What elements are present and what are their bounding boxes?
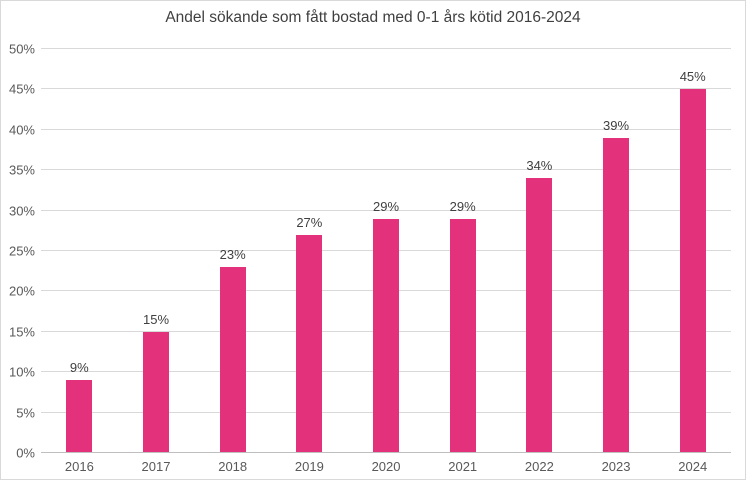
y-tick-label: 20% <box>8 283 35 299</box>
x-tick-label: 2024 <box>678 459 708 474</box>
x-axis-line <box>41 452 731 453</box>
bar-2022 <box>526 178 553 453</box>
x-tick-label: 2017 <box>141 459 171 474</box>
bar-slot: 39% <box>578 49 655 453</box>
x-tick-label: 2016 <box>64 459 94 474</box>
x-tick-label: 2022 <box>524 459 554 474</box>
bar-slot: 15% <box>118 49 195 453</box>
bar-2024 <box>679 89 706 453</box>
x-tick-label: 2019 <box>294 459 324 474</box>
bars: 9% 15% 23% 27% 29% 29% 34% 39% 45% <box>41 49 731 453</box>
y-tick-label: 15% <box>8 324 35 340</box>
gridline <box>41 209 731 211</box>
bar-slot: 45% <box>654 49 731 453</box>
x-tick-label: 2023 <box>601 459 631 474</box>
bar-2019 <box>296 234 323 453</box>
bar-2016 <box>66 380 93 453</box>
y-tick-label: 45% <box>8 81 35 97</box>
x-tick-label: 2021 <box>448 459 478 474</box>
data-label: 9% <box>69 360 89 376</box>
data-label: 39% <box>603 117 630 133</box>
gridline <box>41 169 731 171</box>
bar-slot: 34% <box>501 49 578 453</box>
x-axis-labels: 2016 2017 2018 2019 2020 2021 2022 2023 2024 <box>41 460 731 473</box>
y-tick-label: 5% <box>16 405 35 421</box>
data-label: 15% <box>142 311 170 327</box>
gridline <box>41 128 731 130</box>
y-tick-label: 25% <box>8 243 35 259</box>
bar-slot: 29% <box>348 49 425 453</box>
bar-2023 <box>603 137 630 453</box>
data-label: 23% <box>219 247 246 263</box>
y-tick-label: 30% <box>8 203 35 219</box>
y-tick-label: 0% <box>16 445 35 461</box>
gridline <box>41 48 731 49</box>
gridline <box>41 88 731 90</box>
data-label: 34% <box>526 158 553 174</box>
bar-slot: 23% <box>194 49 271 453</box>
x-tick-label: 2020 <box>371 459 401 474</box>
data-label: 29% <box>449 198 476 214</box>
data-label: 27% <box>296 214 323 230</box>
bar-2017 <box>143 331 169 453</box>
chart-title: Andel sökande som fått bostad med 0-1 år… <box>165 9 581 26</box>
bar-2021 <box>449 218 476 453</box>
bar-slot: 9% <box>41 49 118 453</box>
bar-2018 <box>219 267 246 453</box>
plot-area: 9% 15% 23% 27% 29% 29% 34% 39% 45% <box>41 48 731 453</box>
data-label: 29% <box>373 198 400 214</box>
y-tick-label: 35% <box>8 162 35 178</box>
x-tick-label: 2018 <box>218 459 248 474</box>
y-axis-labels: 0% 5% 10% 15% 20% 25% 30% 35% 40% 45% 50% <box>1 43 35 460</box>
data-label: 45% <box>679 69 706 85</box>
y-tick-label: 10% <box>8 364 35 380</box>
y-tick-label: 40% <box>8 122 35 138</box>
y-tick-label: 50% <box>8 41 35 57</box>
bar-2020 <box>373 218 400 453</box>
bar-slot: 29% <box>424 49 501 453</box>
bar-slot: 27% <box>271 49 348 453</box>
